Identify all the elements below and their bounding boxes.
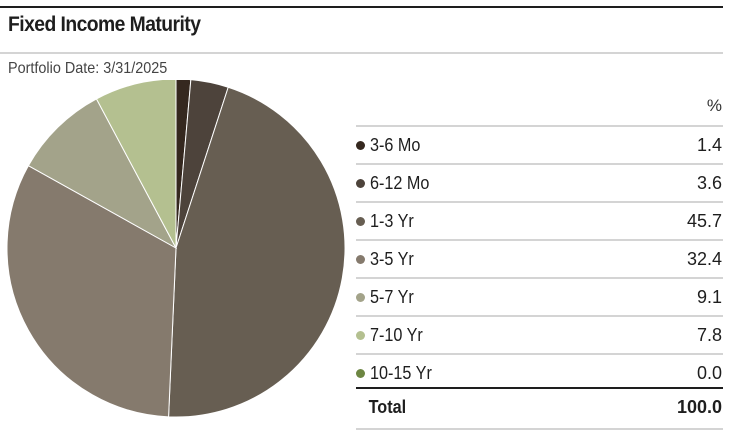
pie-slice-1-3-yr xyxy=(168,86,346,418)
top-rule xyxy=(0,6,723,8)
chart-title: Fixed Income Maturity xyxy=(8,13,201,36)
legend-label: 1-3 Yr xyxy=(370,210,414,231)
legend-row: 3-5 Yr 32.4 xyxy=(356,239,723,277)
percent-column-header: % xyxy=(706,96,722,115)
legend-value: 45.7 xyxy=(686,210,722,231)
legend-value: 7.8 xyxy=(696,324,722,345)
legend-row: 3-6 Mo 1.4 xyxy=(356,125,723,163)
legend-dot-icon xyxy=(356,216,365,226)
portfolio-date: Portfolio Date: 3/31/2025 xyxy=(8,60,168,77)
legend-label: 7-10 Yr xyxy=(370,324,423,345)
title-divider xyxy=(0,52,723,54)
legend-dot-icon xyxy=(356,368,365,378)
legend-value: 9.1 xyxy=(696,286,722,307)
legend-label: 3-5 Yr xyxy=(370,248,414,269)
legend-row: 7-10 Yr 7.8 xyxy=(356,315,723,353)
legend-value: 3.6 xyxy=(696,172,722,193)
legend-dot-icon xyxy=(356,330,365,340)
legend-value: 1.4 xyxy=(696,134,722,155)
pie-slice-5-7-yr xyxy=(27,98,178,250)
total-value: 100.0 xyxy=(676,396,722,417)
pie-slice-3-5-yr xyxy=(6,164,177,418)
legend-row: 5-7 Yr 9.1 xyxy=(356,277,723,315)
legend-label: 6-12 Mo xyxy=(370,172,430,193)
legend-dot-icon xyxy=(356,178,365,188)
legend-value: 32.4 xyxy=(686,248,722,269)
legend-label: 3-6 Mo xyxy=(370,134,421,155)
legend-label: 5-7 Yr xyxy=(370,286,414,307)
legend-row: 10-15 Yr 0.0 xyxy=(356,353,723,391)
legend-row: 1-3 Yr 45.7 xyxy=(356,201,723,239)
legend-value: 0.0 xyxy=(696,362,722,383)
total-label: Total xyxy=(368,396,407,417)
maturity-pie-chart xyxy=(6,80,346,418)
legend-dot-icon xyxy=(356,254,365,264)
legend-dot-icon xyxy=(356,292,365,302)
pie-slice-7-10-yr xyxy=(95,80,177,249)
total-row: Total 100.0 xyxy=(356,387,723,425)
table-bottom-rule xyxy=(356,428,723,430)
legend-label: 10-15 Yr xyxy=(370,362,432,383)
legend-dot-icon xyxy=(356,140,365,150)
legend-row: 6-12 Mo 3.6 xyxy=(356,163,723,201)
